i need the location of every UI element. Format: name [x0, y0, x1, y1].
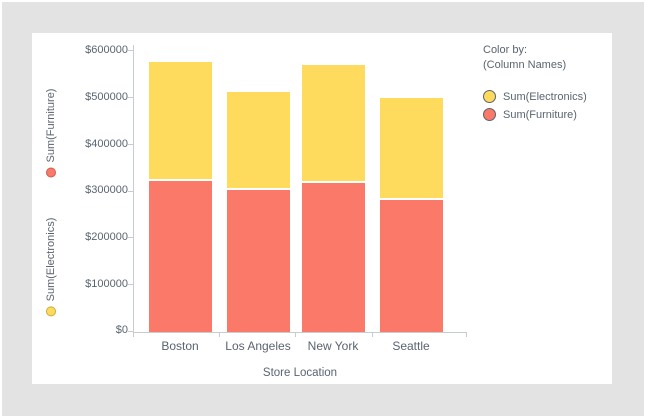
color-legend: Color by: (Column Names) Sum(Electronics… — [483, 43, 613, 126]
electronics-color-dot-icon — [46, 306, 56, 317]
y-axis-tick-label: $100000 — [85, 278, 128, 290]
bar-segment-electronics[interactable] — [302, 65, 365, 181]
furniture-color-dot-icon — [46, 167, 56, 178]
x-axis-tick-mark — [295, 333, 296, 337]
y-axis-tick-label: $600000 — [85, 44, 128, 56]
bar-segment-electronics[interactable] — [380, 98, 443, 198]
x-axis-category-label-new-york: New York — [307, 339, 359, 353]
legend-item-label: Sum(Furniture) — [503, 108, 577, 121]
legend-item-label: Sum(Electronics) — [503, 90, 587, 103]
bar-segment-electronics[interactable] — [149, 62, 212, 179]
y-axis-tick-mark — [128, 284, 133, 285]
y-axis-tick-label: $200000 — [85, 231, 128, 243]
x-axis-line — [133, 332, 467, 333]
y-axis-tick-label: $500000 — [85, 91, 128, 103]
y-axis-tick-label: $0 — [115, 324, 128, 336]
legend-title: Color by: — [483, 44, 528, 56]
y-axis-tick-mark — [128, 50, 133, 51]
x-axis-tick-mark — [372, 333, 373, 337]
y-axis-tick-label: $400000 — [85, 138, 128, 150]
electronics-swatch-icon — [483, 90, 496, 103]
legend-item-electronics[interactable]: Sum(Electronics) — [483, 90, 613, 103]
bar-segment-furniture[interactable] — [227, 190, 290, 332]
x-axis-tick-mark — [133, 333, 134, 337]
x-axis-tick-mark — [219, 333, 220, 337]
x-axis-category-label-seattle: Seattle — [392, 339, 430, 353]
bar-segment-furniture[interactable] — [302, 183, 365, 332]
bar-segment-electronics[interactable] — [227, 92, 290, 188]
x-axis-tick-mark — [466, 333, 467, 337]
x-axis-title[interactable]: Store Location — [262, 367, 338, 379]
furniture-swatch-icon — [483, 108, 496, 121]
bar-chart-card: Sum(Furniture) Sum(Electronics) $600000 … — [32, 33, 612, 384]
bar-segment-furniture[interactable] — [149, 181, 212, 332]
legend-item-furniture[interactable]: Sum(Furniture) — [483, 108, 613, 121]
y-axis-tick-label: $300000 — [85, 184, 128, 196]
bar-segment-furniture[interactable] — [380, 200, 443, 332]
x-axis-category-label-los-angeles: Los Angeles — [225, 339, 291, 353]
y-axis-tick-mark — [128, 237, 133, 238]
y-axis-tick-mark — [128, 97, 133, 98]
y-axis-line — [133, 45, 134, 333]
y-axis-tick-mark — [128, 144, 133, 145]
y-axis-tick-mark — [128, 191, 133, 192]
legend-column-selector[interactable]: (Column Names) — [483, 59, 567, 71]
y-axis-tick-mark — [128, 331, 133, 332]
x-axis-category-label-boston: Boston — [161, 339, 199, 353]
